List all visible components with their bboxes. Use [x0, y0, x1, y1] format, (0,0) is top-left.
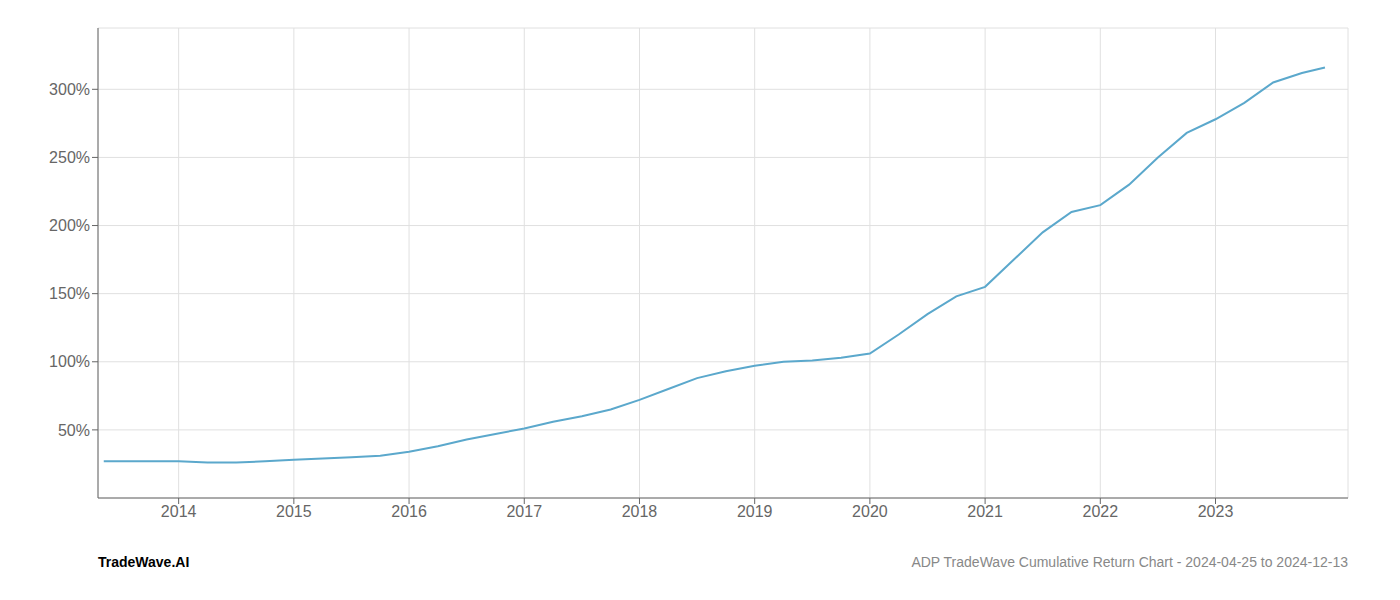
svg-text:250%: 250%: [49, 149, 90, 166]
html-text:TradeWave.AI: TradeWave.AI: [98, 554, 190, 570]
svg-text:2022: 2022: [1083, 503, 1119, 520]
svg-text:300%: 300%: [49, 81, 90, 98]
svg-text:50%: 50%: [58, 422, 90, 439]
svg-text:2021: 2021: [967, 503, 1003, 520]
svg-text:2017: 2017: [506, 503, 542, 520]
svg-text:200%: 200%: [49, 217, 90, 234]
svg-text:150%: 150%: [49, 285, 90, 302]
svg-text:2014: 2014: [161, 503, 197, 520]
svg-text:2015: 2015: [276, 503, 312, 520]
html-text:ADP TradeWave Cumulative Retur: ADP TradeWave Cumulative Return Chart - …: [911, 554, 1348, 570]
svg-text:2016: 2016: [391, 503, 427, 520]
svg-text:2020: 2020: [852, 503, 888, 520]
svg-text:2018: 2018: [622, 503, 658, 520]
svg-text:100%: 100%: [49, 353, 90, 370]
svg-text:2023: 2023: [1198, 503, 1234, 520]
svg-text:2019: 2019: [737, 503, 773, 520]
